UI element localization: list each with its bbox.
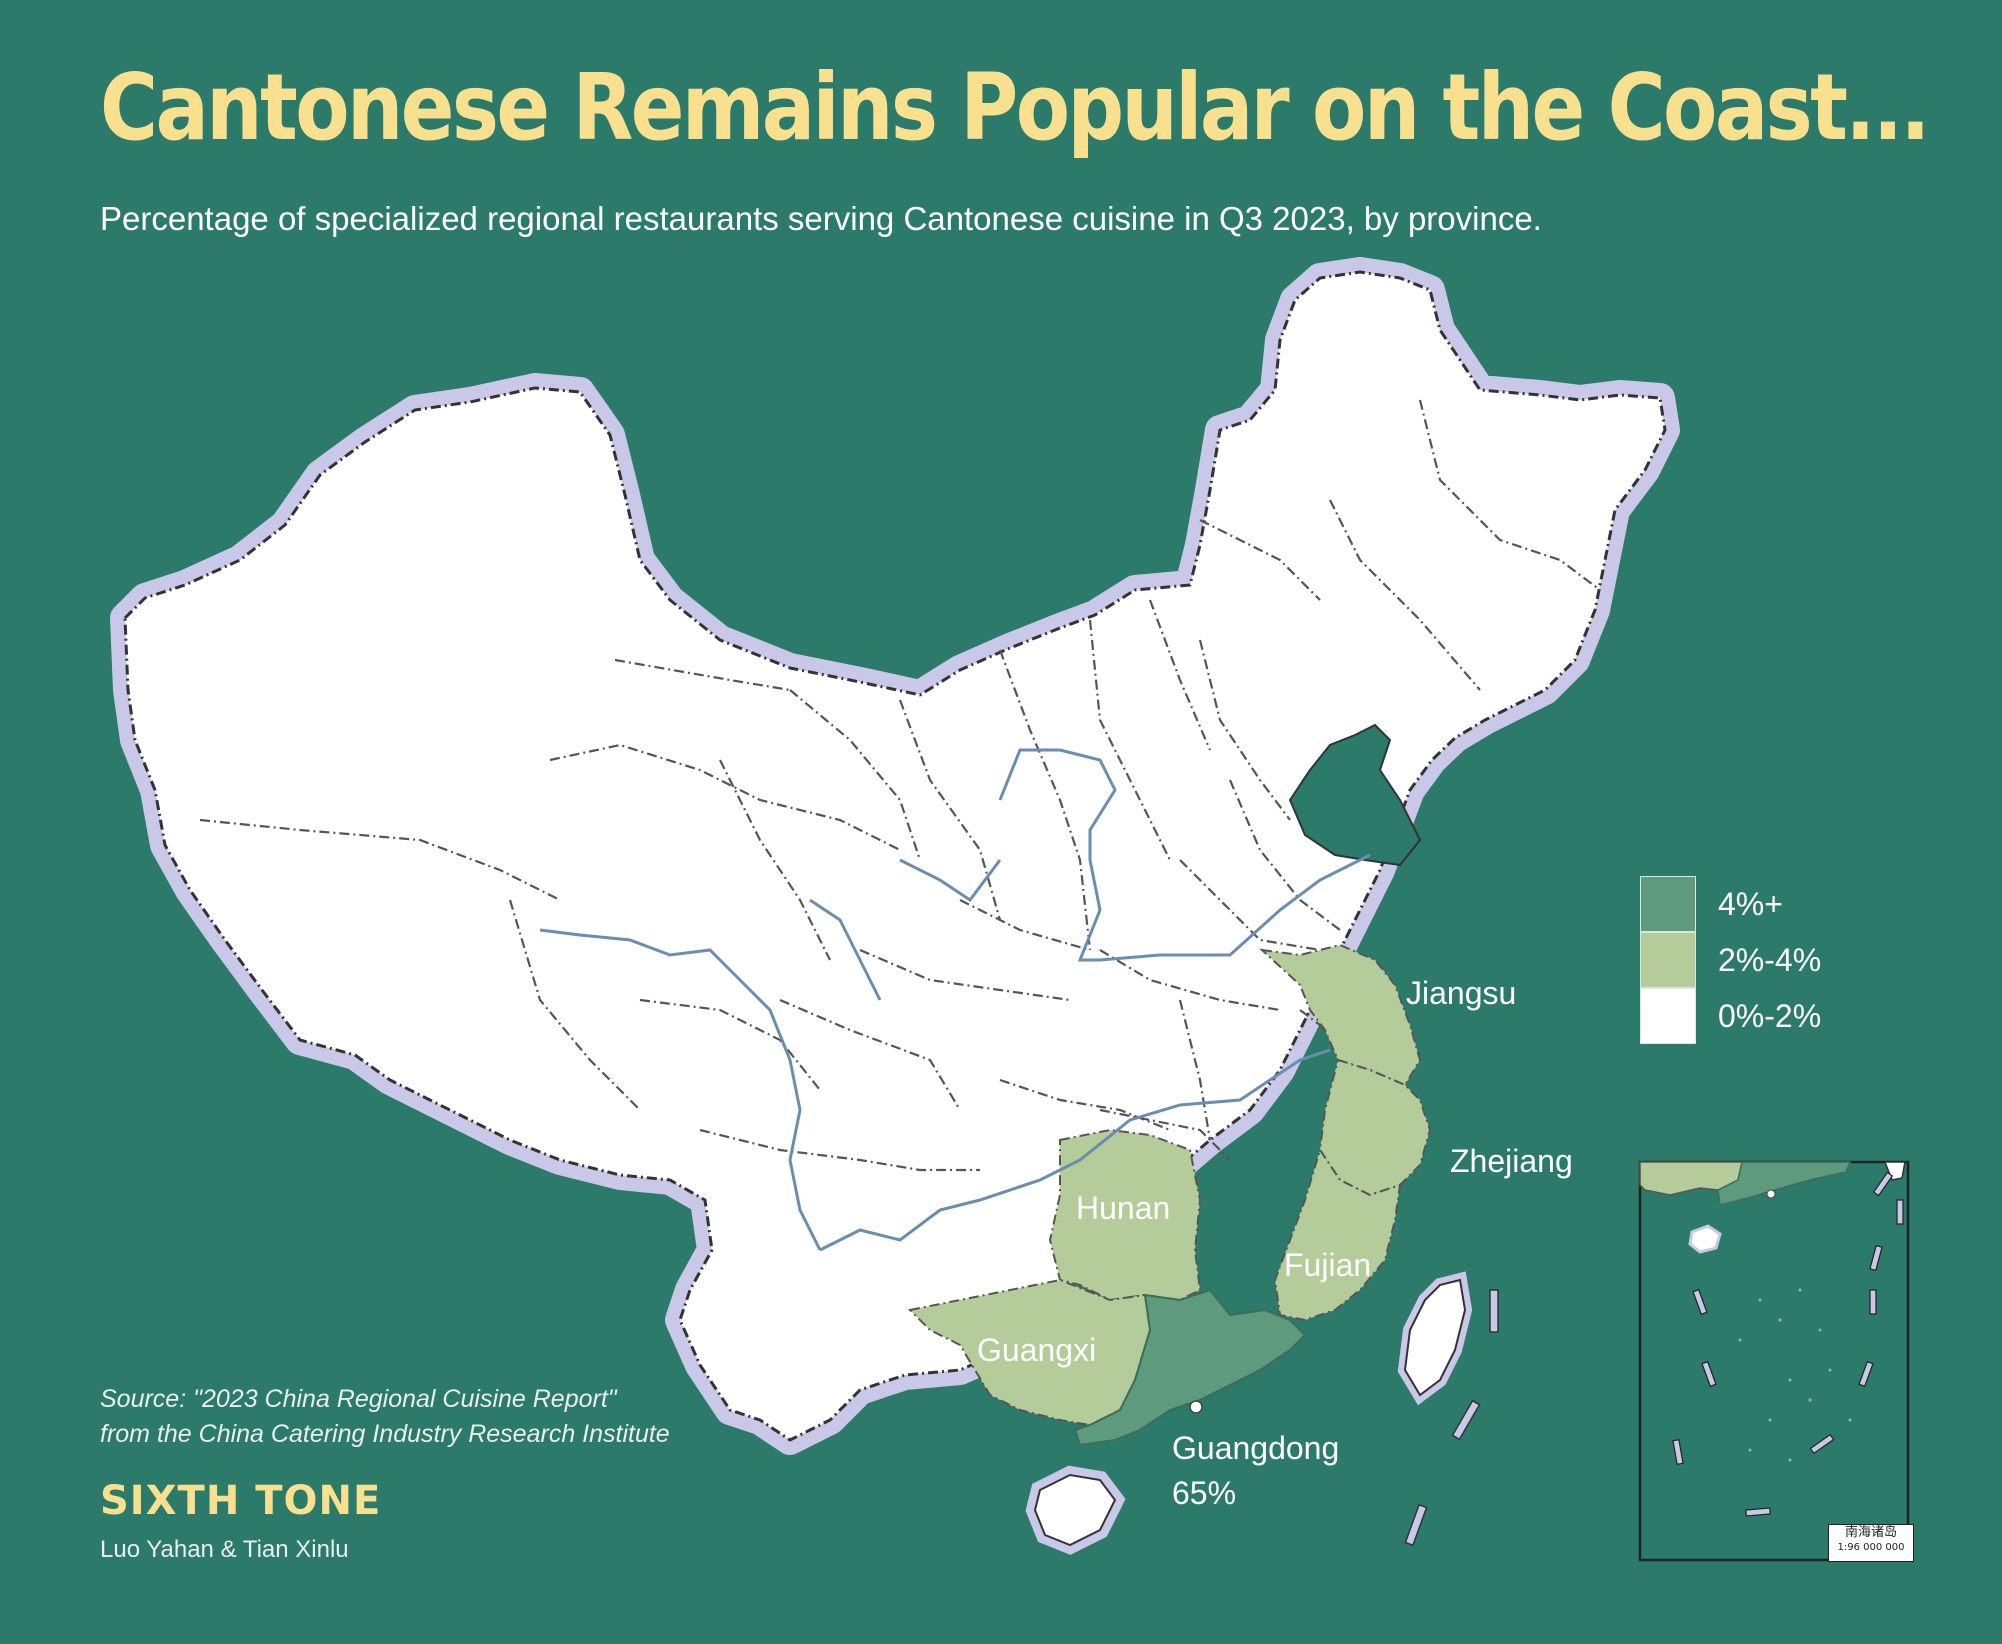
- hainan-land: [1033, 1473, 1117, 1547]
- source-line-2: from the China Catering Industry Researc…: [100, 1420, 670, 1448]
- bohai-sea: [1288, 723, 1422, 867]
- source-line-1: Source: "2023 China Regional Cuisine Rep…: [100, 1385, 617, 1413]
- rivers: [539, 748, 1371, 1252]
- province-hunan: [1048, 1128, 1202, 1302]
- legend-swatch-mid: [1640, 932, 1696, 988]
- legend-label: 4%+: [1718, 886, 1783, 922]
- taiwan-land: [1403, 1278, 1467, 1397]
- label-jiangsu: Jiangsu: [1406, 975, 1517, 1011]
- page-subtitle: Percentage of specialized regional resta…: [100, 200, 1542, 237]
- legend-label: 2%-4%: [1718, 942, 1822, 978]
- label-guangdong-value: 65%: [1172, 1475, 1237, 1511]
- boundary-dashes: [1404, 1289, 1499, 1547]
- province-fujian: [1273, 1147, 1402, 1322]
- legend-swatch-high: [1640, 876, 1696, 932]
- province-guangdong: [1073, 1288, 1307, 1447]
- inset-scale: 1:96 000 000: [1837, 1542, 1905, 1553]
- guangzhou-dot: [1189, 1400, 1203, 1414]
- province-jiangsu: [1259, 943, 1422, 1087]
- source-note: Source: "2023 China Regional Cuisine Rep…: [100, 1382, 800, 1452]
- legend-label: 0%-2%: [1718, 998, 1822, 1034]
- south-china-sea-inset: [1638, 1160, 1910, 1562]
- legend-swatch-low: [1640, 988, 1696, 1044]
- brand-logo: SIXTH TONE: [100, 1478, 382, 1524]
- china-landmass: [123, 270, 1667, 1442]
- province-zhejiang: [1318, 1058, 1432, 1197]
- label-zhejiang: Zhejiang: [1450, 1143, 1573, 1179]
- label-fujian: Fujian: [1284, 1247, 1372, 1283]
- label-guangdong: Guangdong: [1172, 1430, 1340, 1466]
- label-hunan: Hunan: [1076, 1190, 1171, 1226]
- province-borders: [199, 399, 1601, 1172]
- label-guangxi: Guangxi: [977, 1332, 1097, 1368]
- inset-caption-title: 南海诸岛: [1844, 1525, 1897, 1540]
- authors: Luo Yahan & Tian Xinlu: [100, 1536, 349, 1563]
- page-title: Cantonese Remains Popular on the Coast..…: [100, 54, 1930, 161]
- inset-caption: 南海诸岛 1:96 000 000: [1828, 1524, 1914, 1562]
